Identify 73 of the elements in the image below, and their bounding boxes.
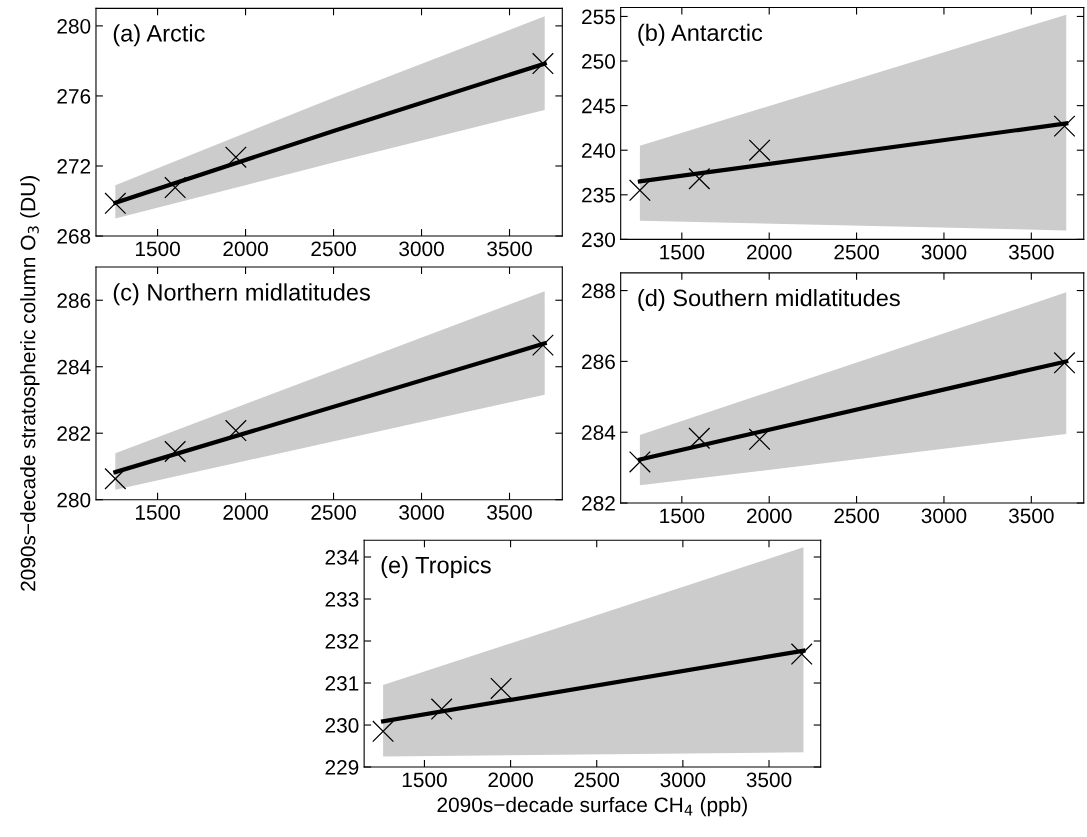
y-tick-label: 286 (582, 354, 615, 370)
x-tick-label: 2500 (834, 244, 879, 260)
point (372, 720, 395, 743)
text: (d) Southern midlatitudes (638, 288, 900, 311)
y-tick-label: 284 (57, 359, 91, 375)
point (628, 179, 651, 202)
point (224, 419, 247, 442)
point (164, 176, 187, 199)
y-tick-label: 235 (582, 187, 615, 203)
point (490, 677, 513, 700)
x-tick-label: 3000 (399, 505, 444, 520)
x-tick-label: 2000 (223, 241, 268, 257)
y-tick-label: 233 (325, 592, 359, 607)
text: (a) Arctic (113, 24, 205, 47)
point (748, 139, 771, 162)
y-tick-label: 282 (582, 496, 615, 511)
y-tick-label: 276 (57, 88, 91, 104)
y-tick-label: 240 (582, 143, 615, 158)
x-tick-label: 1500 (660, 508, 705, 524)
point (1053, 115, 1076, 138)
x-tick-label: 3500 (746, 772, 792, 788)
point (688, 427, 711, 450)
y-tick-label: 229 (325, 760, 359, 775)
x-tick-label: 3000 (399, 241, 444, 257)
y-tick-label: 250 (582, 54, 615, 69)
y-tick-label: 280 (57, 18, 91, 34)
x-tick-label: 2500 (311, 505, 356, 520)
point (748, 428, 771, 451)
x-tick-label: 2000 (747, 244, 792, 260)
y-tick-label: 268 (57, 229, 91, 244)
y-tick-label: 234 (325, 550, 359, 565)
x-tick-label: 2500 (834, 508, 879, 524)
x-tick-label: 2500 (311, 241, 356, 257)
x-tick-label: 2000 (223, 505, 268, 520)
point (430, 698, 453, 720)
y-tick-label: 245 (582, 98, 615, 114)
x-axis-title: 2090s−decade surface CH$_{4}$ (ppb) (437, 796, 747, 817)
x-tick-label: 2500 (574, 772, 620, 788)
y-axis-title: 2090s−decade stratospheric column O$_{3}$ (DU) (20, 176, 40, 591)
text: (c) Northern midlatitudes (113, 283, 370, 306)
point (164, 440, 187, 463)
point (628, 451, 651, 473)
y-tick-label: 231 (325, 676, 359, 691)
text: (e) Tropics (381, 556, 491, 579)
point (104, 467, 127, 490)
y-tick-label: 288 (582, 283, 615, 299)
x-tick-label: 3000 (660, 772, 706, 788)
y-tick-label: 284 (582, 425, 616, 440)
y-tick-label: 255 (582, 9, 615, 25)
y-tick-label: 230 (582, 232, 615, 248)
point (688, 167, 711, 190)
x-tick-label: 2000 (747, 508, 792, 524)
x-tick-label: 1500 (135, 505, 180, 520)
y-tick-label: 232 (325, 634, 359, 649)
x-tick-label: 3500 (487, 241, 532, 257)
x-tick-label: 1500 (402, 772, 447, 788)
y-tick-label: 282 (57, 426, 91, 441)
y-tick-label: 286 (57, 293, 91, 308)
y-tick-label: 272 (57, 158, 91, 174)
y-tick-label: 230 (325, 718, 359, 733)
point (532, 334, 554, 357)
x-tick-label: 3000 (921, 508, 967, 524)
point (224, 146, 247, 169)
point (790, 643, 813, 665)
x-tick-label: 2000 (488, 772, 533, 788)
x-tick-label: 3500 (487, 505, 532, 520)
text: (b) Antarctic (638, 23, 763, 46)
x-tick-label: 3500 (1008, 508, 1054, 524)
x-tick-label: 3500 (1008, 244, 1054, 260)
x-tick-label: 1500 (660, 244, 705, 260)
y-tick-label: 280 (57, 492, 91, 508)
x-tick-label: 3000 (921, 244, 967, 260)
x-tick-label: 1500 (135, 241, 180, 257)
